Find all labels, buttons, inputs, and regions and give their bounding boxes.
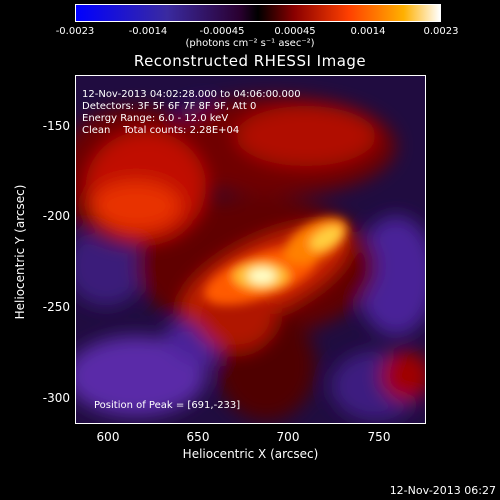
colorbar-tick: 0.0023 [423,26,459,37]
y-tick: -150 [42,119,70,133]
y-axis-label: Heliocentric Y (arcsec) [13,184,27,320]
x-tick: 700 [276,430,300,444]
y-tick: -250 [42,300,70,314]
y-tick: -200 [42,209,70,223]
x-tick: 600 [96,430,120,444]
clean-counts-label: Clean Total counts: 2.28E+04 [82,125,240,136]
x-axis-label: Heliocentric X (arcsec) [182,447,319,461]
image-heatmap [76,76,425,423]
detectors-label: Detectors: 3F 5F 6F 7F 8F 9F, Att 0 [82,101,257,112]
colorbar-gradient [76,5,440,21]
energy-range-label: Energy Range: 6.0 - 12.0 keV [82,113,229,124]
colorbar-tick: -0.00045 [199,26,245,37]
colorbar-tick: 0.0014 [350,26,386,37]
colorbar-tick: -0.0014 [128,26,168,37]
x-tick: 650 [186,430,210,444]
rhessi-image: 12-Nov-2013 04:02:28.000 to 04:06:00.000… [75,75,426,424]
peak-position-label: Position of Peak = [691,-233] [94,400,241,411]
footer-timestamp: 12-Nov-2013 06:27 [389,484,496,497]
colorbar-tick: -0.0023 [55,26,95,37]
image-title: Reconstructed RHESSI Image [133,52,367,70]
y-tick: -300 [42,391,70,405]
colorbar-units: (photons cm⁻² s⁻¹ asec⁻²) [185,38,315,49]
time-range-label: 12-Nov-2013 04:02:28.000 to 04:06:00.000 [82,89,301,100]
x-tick: 750 [367,430,391,444]
colorbar-tick: 0.00045 [274,26,316,37]
colorbar [75,4,441,22]
